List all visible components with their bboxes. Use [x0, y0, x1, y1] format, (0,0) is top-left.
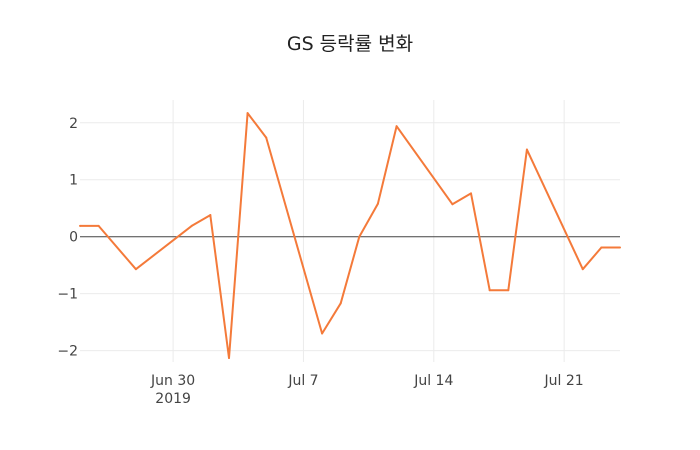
x-tick-sublabel: 2019	[155, 391, 191, 407]
series-layer	[79, 112, 621, 360]
x-tick-label: Jul 21	[544, 373, 584, 389]
series-line	[80, 112, 620, 359]
data-point	[134, 268, 137, 271]
data-point	[209, 214, 212, 217]
data-point	[79, 224, 81, 227]
data-point	[525, 148, 528, 151]
data-point	[358, 235, 361, 238]
data-point	[265, 136, 268, 139]
grid	[80, 100, 620, 362]
x-tick-label: Jun 30	[150, 373, 195, 389]
y-tick-label: 0	[69, 230, 78, 246]
data-point	[451, 203, 454, 206]
data-point	[321, 332, 324, 335]
data-point	[97, 224, 100, 227]
y-tick-label: 1	[69, 173, 78, 189]
x-tick-label: Jul 14	[413, 373, 453, 389]
data-point	[488, 289, 491, 292]
data-point	[470, 192, 473, 195]
data-point	[395, 125, 398, 128]
data-point	[600, 246, 603, 249]
axes: Jun 30 2019 Jul 7 Jul 14 Jul 21 2 1 0 −1 −2	[57, 116, 620, 407]
data-point	[190, 224, 193, 227]
data-point	[581, 268, 584, 271]
y-tick-label: −1	[57, 287, 78, 303]
y-tick-label: −2	[57, 344, 78, 360]
x-tick-label: Jul 7	[287, 373, 318, 389]
data-point	[227, 357, 230, 360]
chart-title: GS 등락률 변화	[287, 33, 413, 55]
data-point	[619, 246, 621, 249]
data-point	[339, 302, 342, 305]
data-point	[376, 202, 379, 205]
y-tick-label: 2	[69, 116, 78, 132]
data-point	[507, 289, 510, 292]
data-point	[246, 112, 249, 115]
